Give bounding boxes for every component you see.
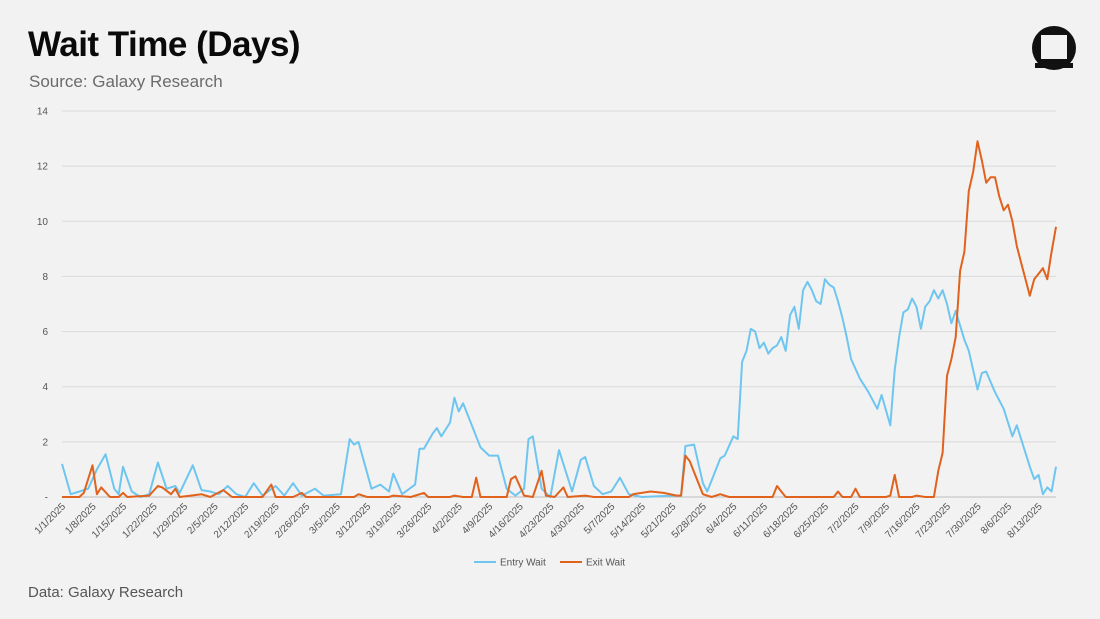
x-tick-label: 1/1/2025 [33,501,69,537]
y-tick-label: 4 [42,382,48,393]
exit-wait-line [62,140,1057,498]
y-tick-label: 12 [37,162,49,173]
x-tick-label: 7/2/2025 [826,501,862,537]
page-title: Wait Time (Days) [28,25,301,64]
y-tick-label: - [45,493,48,504]
chart-gridlines [62,110,1056,498]
y-tick-label: 6 [42,327,48,338]
page-subtitle: Source: Galaxy Research [29,72,223,91]
legend-label: Exit Wait [586,558,625,569]
y-tick-label: 2 [42,437,48,448]
chart-series [61,140,1057,498]
y-tick-label: 14 [37,107,49,118]
legend-label: Entry Wait [500,558,546,569]
y-tick-label: 10 [37,217,49,228]
entry-wait-line [61,278,1057,498]
galaxy-logo-icon [1032,26,1076,70]
x-tick-label: 4/2/2025 [430,501,466,537]
x-axis-ticks: 1/1/20251/8/20251/15/20251/22/20251/29/2… [33,501,1045,541]
chart-legend: Entry Wait Exit Wait [474,558,625,569]
y-axis-ticks: - 2 4 6 8 10 12 14 [37,107,49,504]
data-source-footer: Data: Galaxy Research [28,584,184,601]
y-tick-label: 8 [42,272,48,283]
